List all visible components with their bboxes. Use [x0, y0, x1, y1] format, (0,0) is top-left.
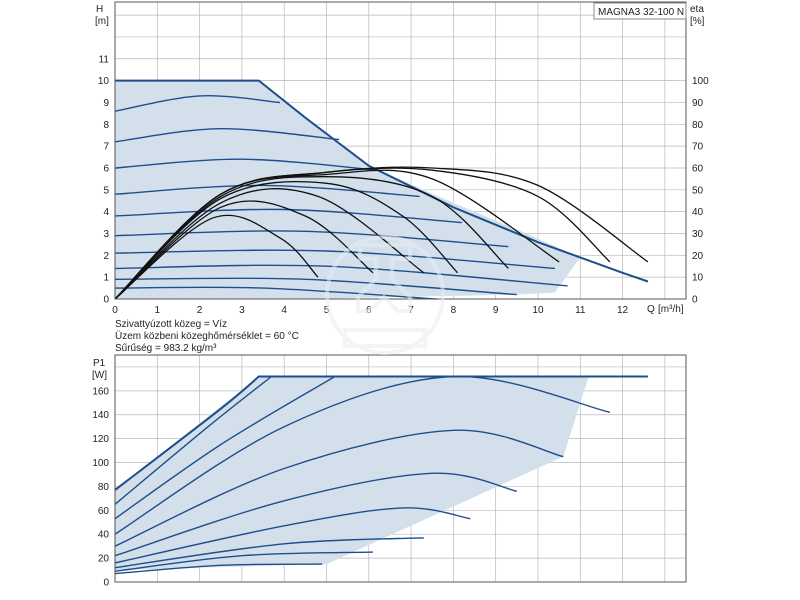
head-curve	[114, 277, 517, 296]
y2-tick-label: 70	[692, 142, 704, 153]
y-tick-label: 7	[103, 142, 109, 153]
power-curve	[114, 375, 336, 520]
power-curve	[114, 563, 323, 575]
y-tick-label: 4	[103, 207, 109, 218]
y2-tick-label: 100	[692, 76, 709, 87]
y-tick-label: 40	[98, 530, 110, 541]
power-curve	[114, 375, 272, 505]
fluid-medium: Szivattyúzott közeg = Víz	[115, 319, 227, 330]
top-y-unit: [m]	[95, 16, 109, 27]
head-curve	[114, 249, 555, 270]
y2-tick-label: 10	[692, 273, 704, 284]
y-tick-label: 5	[103, 185, 109, 196]
power-curve	[114, 551, 374, 572]
plot-frame	[114, 354, 687, 583]
y-tick-label: 9	[103, 98, 109, 109]
y-tick-label: 2	[103, 251, 109, 262]
top-x-unit: [m³/h]	[658, 304, 684, 315]
watermark-logo	[325, 235, 445, 355]
x-tick-label: 10	[532, 305, 544, 316]
y-tick-label: 6	[103, 163, 109, 174]
y-tick-label: 60	[98, 506, 110, 517]
power-curve	[114, 375, 611, 535]
y2-tick-label: 20	[692, 251, 704, 262]
bottom-frame	[114, 354, 687, 583]
plot-frame	[114, 1, 687, 300]
y2-tick-label: 80	[692, 120, 704, 131]
bottom-tick-labels: 0 20 40 60 80 100 120 140 160	[92, 386, 109, 588]
y-tick-label: 160	[92, 386, 109, 397]
x-tick-label: 2	[197, 305, 203, 316]
efficiency-curve	[114, 188, 425, 300]
x-tick-label: 3	[239, 305, 245, 316]
bottom-power-curves	[114, 375, 648, 575]
top-head-curves	[114, 79, 649, 300]
efficiency-curve	[114, 200, 374, 300]
top-efficiency-curves	[114, 166, 649, 300]
y-tick-label: 80	[98, 482, 110, 493]
power-curve	[114, 429, 564, 547]
y-tick-label: 0	[103, 295, 109, 306]
y-tick-label: 100	[92, 458, 109, 469]
head-curve	[114, 94, 281, 112]
model-label: MAGNA3 32-100 N	[598, 7, 684, 18]
efficiency-curve	[114, 181, 459, 300]
bottom-y-unit: [W]	[92, 370, 107, 381]
head-curve	[114, 127, 340, 143]
head-curve	[114, 184, 420, 198]
y-tick-label: 3	[103, 229, 109, 240]
y-tick-label: 1	[103, 273, 109, 284]
y-tick-label: 140	[92, 410, 109, 421]
fluid-temperature: Üzem közbeni közeghőmérséklet = 60 °C	[115, 330, 299, 342]
top-y-label: H	[96, 4, 103, 15]
x-tick-label: 9	[493, 305, 499, 316]
y-tick-label: 0	[103, 578, 109, 589]
y-tick-label: 10	[98, 76, 110, 87]
y-tick-label: 20	[98, 554, 110, 565]
max-power-curve	[114, 375, 648, 491]
y2-tick-label: 90	[692, 98, 704, 109]
top-tick-labels: 0 1 2 3 4 5 6 7 8 9 10 11 12012345678910110102030405…	[98, 54, 709, 316]
power-curve	[114, 507, 471, 564]
y2-tick-label: 0	[692, 295, 698, 306]
head-curve	[114, 286, 437, 300]
power-curve	[114, 472, 517, 557]
y-tick-label: 8	[103, 120, 109, 131]
y2-tick-label: 60	[692, 163, 704, 174]
top-y2-label: eta	[690, 4, 704, 15]
y2-tick-label: 30	[692, 229, 704, 240]
head-curve	[114, 158, 378, 171]
x-tick-label: 0	[112, 305, 118, 316]
head-curve	[114, 264, 568, 287]
efficiency-curve	[114, 176, 509, 300]
power-operating-area-polygon	[115, 376, 589, 571]
x-tick-label: 8	[451, 305, 457, 316]
top-frame	[114, 1, 687, 300]
max-head-curve	[115, 79, 649, 283]
y2-tick-label: 50	[692, 185, 704, 196]
top-x-label: Q	[647, 304, 655, 315]
fluid-density: Sűrűség = 983.2 kg/m³	[115, 343, 217, 354]
power-curve	[114, 537, 424, 569]
model-label-box	[593, 2, 687, 20]
bottom-operating-area	[115, 376, 589, 571]
x-tick-label: 11	[575, 305, 586, 316]
efficiency-curve	[114, 169, 560, 300]
x-tick-label: 4	[281, 305, 287, 316]
head-curve	[114, 230, 509, 248]
bottom-y-label: P1	[93, 358, 106, 369]
top-y2-unit: [%]	[690, 16, 705, 27]
x-tick-label: 5	[324, 305, 330, 316]
y-tick-label: 120	[92, 434, 109, 445]
y2-tick-label: 40	[692, 207, 704, 218]
x-tick-label: 12	[617, 305, 629, 316]
efficiency-curve	[114, 214, 319, 300]
head-curve	[114, 208, 462, 224]
y-tick-label: 11	[99, 54, 110, 65]
x-tick-label: 1	[155, 305, 161, 316]
